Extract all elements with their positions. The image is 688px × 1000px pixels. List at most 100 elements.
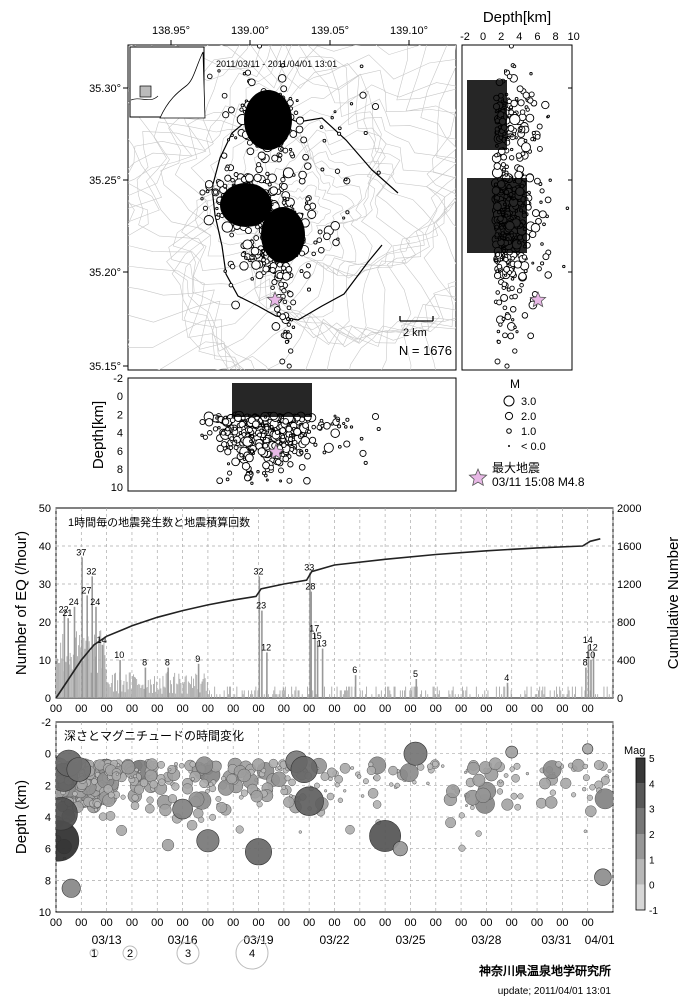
hourly-bar bbox=[134, 676, 135, 698]
hourly-bar bbox=[185, 675, 187, 698]
peak-bar bbox=[506, 682, 509, 698]
depth-point bbox=[528, 91, 535, 98]
depth-time-point bbox=[399, 763, 419, 782]
depth-point bbox=[515, 330, 519, 334]
hourly-bar bbox=[110, 683, 112, 698]
epicenter-point bbox=[317, 229, 323, 235]
depth-point bbox=[299, 433, 304, 438]
depth-point bbox=[495, 290, 500, 295]
depth-time-point bbox=[116, 763, 121, 767]
depth-time-point bbox=[173, 762, 179, 767]
hourly-bar bbox=[230, 686, 231, 698]
depth-point bbox=[281, 442, 287, 448]
hourly-bar bbox=[115, 672, 116, 698]
hourly-bar bbox=[556, 686, 557, 698]
epicenter-point bbox=[306, 287, 312, 292]
hourly-bar bbox=[87, 636, 89, 698]
hourly-bar bbox=[282, 686, 284, 698]
hourly-bar bbox=[65, 662, 67, 698]
hourly-bar bbox=[499, 686, 500, 698]
depth-time-point bbox=[470, 805, 475, 810]
bar-y2-tick: 2000 bbox=[617, 503, 641, 515]
scatter-y-tick: 4 bbox=[45, 812, 51, 824]
epicenter-point bbox=[333, 110, 337, 114]
bar-x-tick: 00 bbox=[506, 703, 518, 715]
depth-point bbox=[285, 425, 293, 433]
depth-time-point bbox=[157, 760, 165, 769]
depth-time-point bbox=[594, 868, 612, 886]
depth-point bbox=[264, 425, 270, 431]
hourly-bar bbox=[436, 686, 438, 698]
depth-point bbox=[343, 440, 351, 448]
epicenter-point bbox=[349, 102, 354, 106]
depth-time-point bbox=[432, 760, 439, 768]
hourly-bar bbox=[405, 686, 407, 698]
scatter-x-tick: 00 bbox=[303, 917, 315, 929]
hourly-bar bbox=[487, 690, 489, 698]
hourly-bar bbox=[536, 694, 537, 698]
colorbar-block bbox=[636, 884, 645, 910]
depth-point bbox=[501, 281, 508, 288]
bar-x-tick: 00 bbox=[430, 703, 442, 715]
depth-point bbox=[287, 461, 294, 468]
depth-time-point bbox=[536, 797, 547, 809]
epicenter-point bbox=[285, 197, 290, 202]
hourly-bar bbox=[156, 681, 158, 698]
depth-point bbox=[541, 100, 550, 110]
hourly-bar bbox=[349, 686, 351, 698]
scatter-x-tick: 00 bbox=[328, 917, 340, 929]
epicenter-point bbox=[240, 103, 245, 108]
bar-value-label: 17 bbox=[309, 623, 319, 633]
depth-time-point bbox=[560, 777, 572, 789]
bar-value-label: 37 bbox=[76, 547, 86, 557]
depth-point bbox=[245, 453, 254, 463]
depth-right-tick: 10 bbox=[567, 31, 579, 43]
epicenter-point bbox=[204, 180, 214, 189]
epicenter-point bbox=[200, 197, 204, 201]
depth-time-point bbox=[589, 784, 596, 791]
scatter-x-tick: 00 bbox=[252, 917, 264, 929]
hourly-bar bbox=[133, 674, 134, 698]
peak-bar bbox=[590, 660, 592, 698]
depth-point bbox=[504, 173, 508, 177]
depth-point bbox=[512, 64, 517, 69]
depth-point bbox=[494, 358, 501, 365]
depth-point bbox=[216, 477, 224, 485]
location-inset bbox=[129, 46, 206, 119]
hourly-bar bbox=[103, 639, 105, 698]
dense-cluster bbox=[220, 183, 272, 227]
bar-value-label: 5 bbox=[413, 669, 418, 679]
depth-time-point bbox=[93, 807, 98, 812]
depth-time-point bbox=[369, 820, 402, 852]
lon-tick: 139.05° bbox=[311, 25, 349, 37]
mag-legend-circle bbox=[504, 411, 514, 421]
scatter-x-tick: 00 bbox=[506, 917, 518, 929]
peak-bar bbox=[585, 667, 587, 698]
epicenter-point bbox=[253, 235, 260, 241]
depth-time-point bbox=[582, 763, 588, 770]
depth-point bbox=[344, 425, 348, 429]
bar-x-tick: 00 bbox=[278, 703, 290, 715]
depth-point bbox=[262, 471, 267, 476]
hourly-bar bbox=[427, 694, 429, 698]
hourly-bar bbox=[571, 686, 573, 698]
hourly-bar bbox=[160, 688, 162, 698]
depth-point bbox=[226, 462, 231, 466]
epicenter-point bbox=[242, 239, 253, 250]
scatter-x-tick: 00 bbox=[227, 917, 239, 929]
depth-time-point bbox=[582, 743, 594, 755]
scatter-x-tick: 00 bbox=[480, 917, 492, 929]
depth-time-point bbox=[281, 785, 287, 790]
depth-time-point bbox=[107, 791, 115, 799]
depth-time-point bbox=[426, 763, 434, 770]
depth-time-point bbox=[320, 772, 330, 781]
depth-time-point bbox=[277, 765, 282, 770]
depth-point bbox=[282, 455, 290, 463]
epicenter-point bbox=[255, 271, 264, 280]
epicenter-point bbox=[216, 212, 221, 217]
depth-point bbox=[507, 332, 515, 340]
depth-point bbox=[289, 446, 295, 452]
hourly-bar bbox=[457, 694, 459, 698]
depth-point bbox=[300, 436, 310, 446]
